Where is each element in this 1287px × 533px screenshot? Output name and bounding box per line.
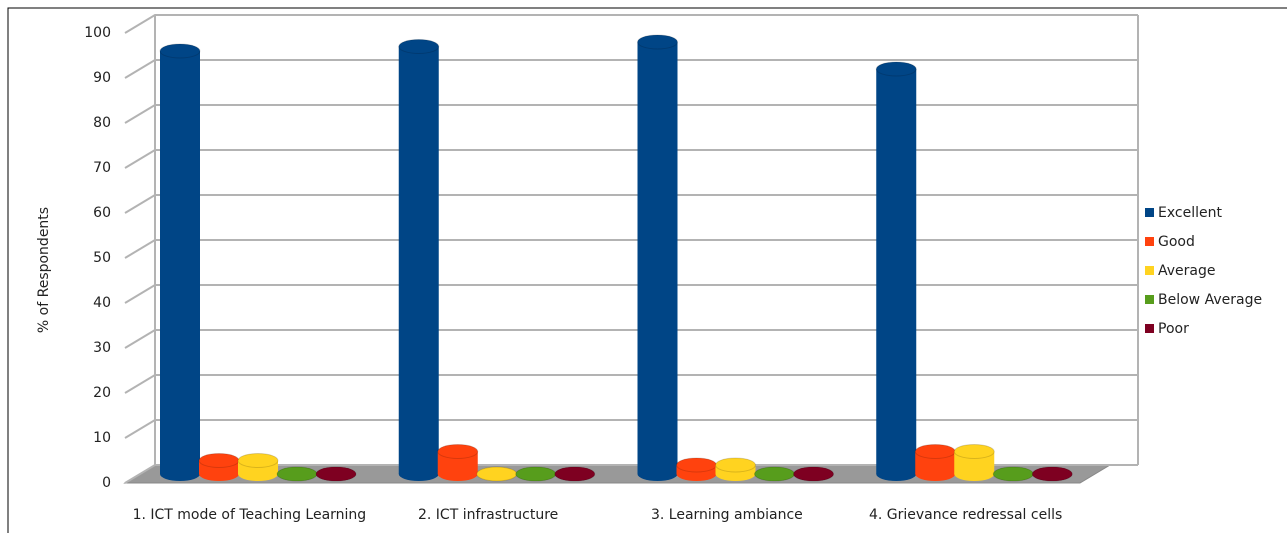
bar-top — [754, 466, 795, 482]
legend-label: Excellent — [1158, 205, 1222, 221]
x-tick-label: 4. Grievance redressal cells — [869, 507, 1062, 523]
legend-label: Below Average — [1158, 292, 1262, 308]
bar-bottom — [876, 467, 917, 481]
bar-body — [637, 42, 678, 474]
grid-line — [124, 14, 1138, 34]
x-tick-label: 2. ICT infrastructure — [418, 507, 558, 523]
bar — [554, 466, 596, 482]
bar-bottom — [915, 467, 956, 481]
bar — [398, 39, 440, 481]
y-tick-label: 40 — [93, 295, 111, 311]
bar-top — [276, 466, 318, 482]
legend-swatch — [1145, 324, 1154, 333]
bar — [315, 466, 357, 482]
bar-bottom — [199, 467, 239, 481]
bar-bottom — [398, 467, 439, 481]
grid-line — [124, 104, 1138, 124]
bar — [276, 466, 318, 482]
y-tick-label: 60 — [93, 205, 111, 221]
bar-top — [159, 43, 201, 59]
grid-line — [124, 284, 1138, 304]
bar-top — [398, 39, 440, 54]
y-tick-label: 80 — [93, 115, 111, 131]
frame — [7, 7, 1287, 533]
legend-swatch — [1145, 295, 1154, 304]
x-tick-label: 3. Learning ambiance — [651, 507, 803, 523]
bar-bottom — [437, 467, 478, 481]
bar-top — [914, 444, 956, 459]
grid-line — [124, 149, 1138, 169]
bar — [875, 61, 917, 481]
bar — [1031, 466, 1073, 482]
bar-top — [237, 453, 279, 468]
bar-top — [715, 457, 756, 473]
bar-top — [793, 466, 834, 482]
bar — [476, 466, 518, 482]
bar — [237, 453, 279, 481]
bar-top — [315, 466, 357, 482]
bar-top — [198, 453, 240, 468]
bar — [992, 466, 1034, 482]
y-tick-label: 20 — [93, 385, 111, 401]
bar-body — [876, 69, 917, 474]
bar-body — [160, 51, 200, 474]
y-tick-label: 50 — [93, 250, 111, 266]
legend-swatch — [1145, 237, 1154, 246]
x-tick-label: 1. ICT mode of Teaching Learning — [133, 507, 367, 523]
grid-line — [124, 239, 1138, 259]
bar-top — [676, 457, 717, 473]
bar — [437, 444, 479, 481]
y-tick-label: 30 — [93, 340, 111, 356]
grid-line — [124, 194, 1138, 214]
bar-top — [637, 34, 678, 50]
bar-top — [1031, 466, 1073, 482]
bar-top — [554, 466, 596, 482]
bar-bottom — [160, 467, 200, 481]
y-tick-label: 10 — [93, 430, 111, 446]
bar-bottom — [954, 467, 995, 481]
bar — [914, 444, 956, 481]
bar-top — [875, 61, 917, 77]
bar — [198, 453, 240, 481]
bar — [159, 43, 201, 481]
bar-top — [476, 466, 518, 482]
bar-top — [515, 466, 557, 482]
bar-top — [437, 444, 479, 459]
bar — [715, 457, 756, 481]
bar-bottom — [637, 467, 678, 481]
bar-body — [398, 46, 439, 474]
legend-label: Good — [1158, 234, 1195, 250]
bar — [637, 34, 678, 481]
y-tick-label: 0 — [102, 475, 111, 491]
bar — [793, 466, 834, 482]
grid-line — [124, 374, 1138, 394]
legend-swatch — [1145, 266, 1154, 275]
legend-label: Poor — [1158, 321, 1189, 337]
bar — [754, 466, 795, 482]
y-tick-label: 90 — [93, 70, 111, 86]
legend-label: Average — [1158, 263, 1216, 279]
y-axis-label: % of Respondents — [36, 207, 52, 333]
y-tick-label: 70 — [93, 160, 111, 176]
grid-line — [124, 419, 1138, 439]
bar — [515, 466, 557, 482]
grid-line — [124, 329, 1138, 349]
bar-bottom — [238, 467, 278, 481]
bar — [953, 444, 995, 481]
bar-top — [953, 444, 995, 459]
bar-top — [992, 466, 1034, 482]
grid-line — [124, 59, 1138, 79]
legend-swatch — [1145, 208, 1154, 217]
y-tick-label: 100 — [84, 25, 111, 41]
bar — [676, 457, 717, 481]
